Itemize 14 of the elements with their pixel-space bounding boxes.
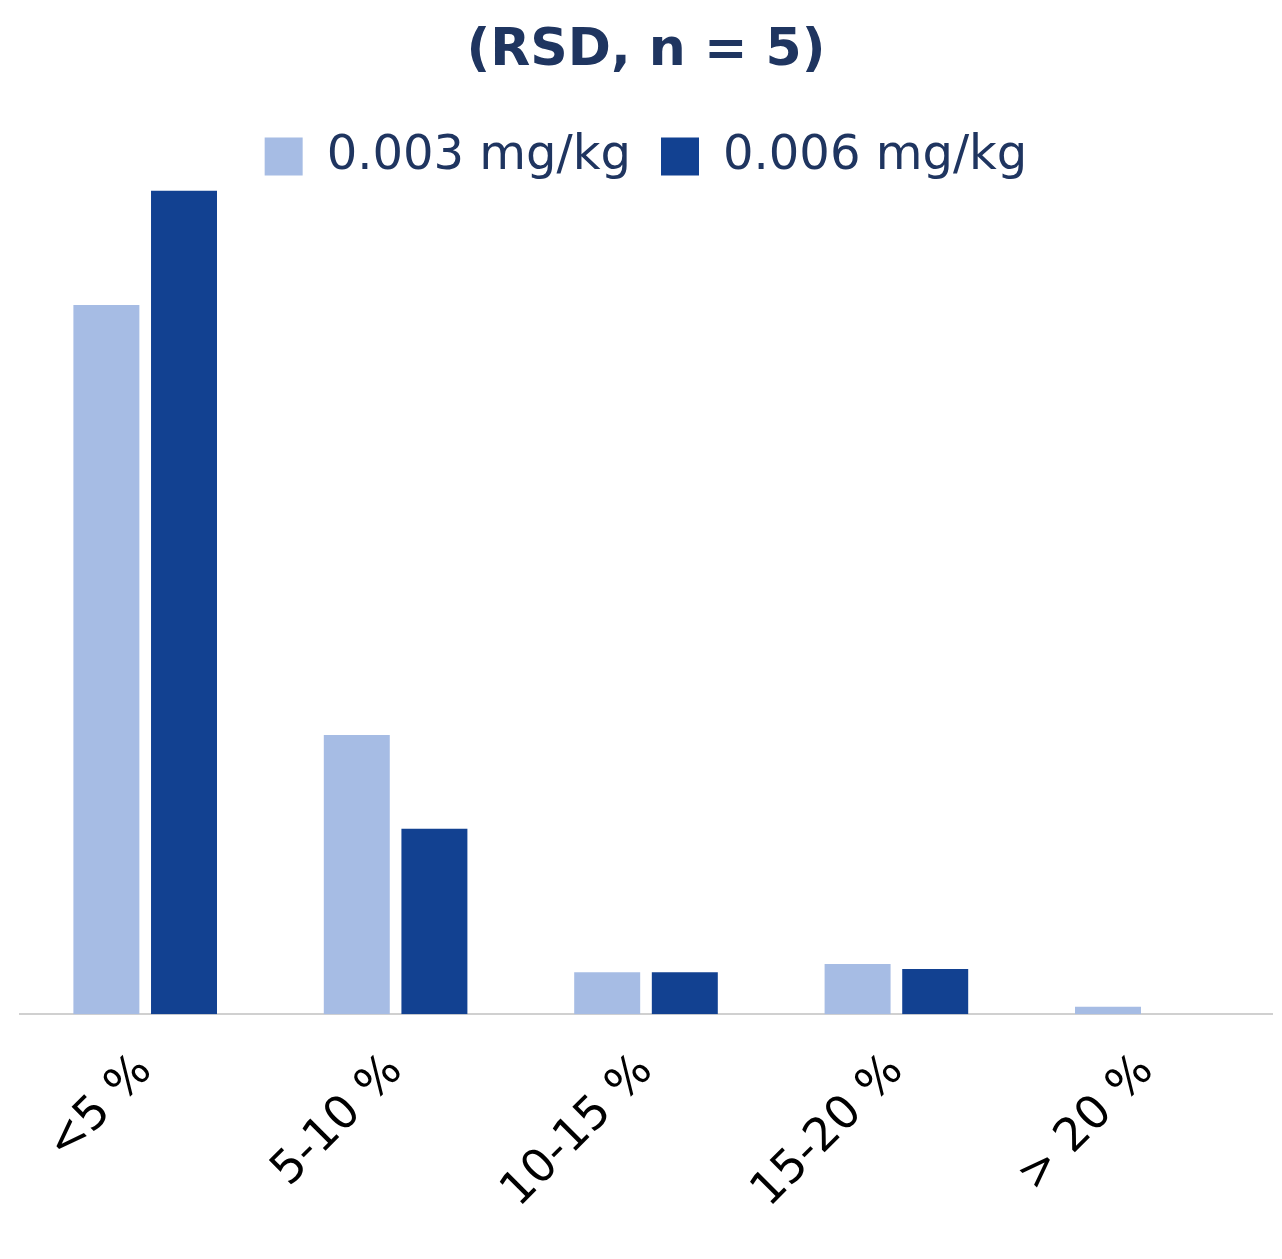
- bar: [323, 734, 390, 1015]
- chart-title: (RSD, n = 5): [466, 16, 826, 77]
- bar: [902, 968, 969, 1015]
- bar: [73, 304, 140, 1015]
- legend-label: 0.003 mg/kg: [326, 123, 632, 180]
- legend-label: 0.006 mg/kg: [723, 123, 1028, 180]
- bar: [824, 963, 891, 1015]
- bar: [401, 828, 468, 1015]
- bar: [651, 972, 718, 1015]
- x-tick-label: > 20 %: [1004, 1041, 1164, 1201]
- bar: [574, 972, 641, 1015]
- bar: [1075, 1006, 1141, 1015]
- bar: [151, 190, 217, 1015]
- x-tick-label: <5 %: [34, 1041, 162, 1170]
